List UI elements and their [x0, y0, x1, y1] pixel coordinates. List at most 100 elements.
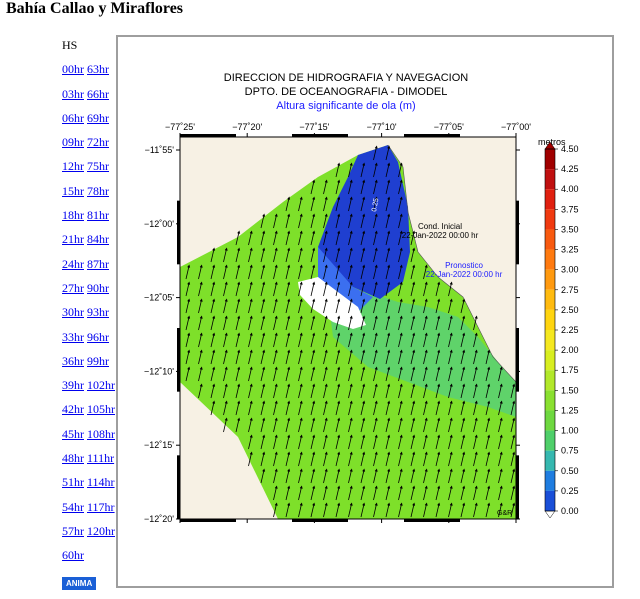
hour-link-93hr[interactable]: 93hr	[87, 305, 109, 320]
hour-link-69hr[interactable]: 69hr	[87, 110, 109, 125]
hour-link-66hr[interactable]: 66hr	[87, 86, 109, 101]
wave-arrow	[410, 349, 416, 365]
hour-link-54hr[interactable]: 54hr	[62, 499, 84, 514]
wave-arrow	[310, 451, 316, 467]
wave-arrow	[473, 417, 478, 433]
hour-link-108hr[interactable]: 108hr	[87, 426, 115, 441]
hour-link-114hr[interactable]: 114hr	[87, 475, 115, 490]
wave-arrow	[260, 349, 266, 365]
colorbar-segment	[545, 229, 555, 250]
hour-link-18hr[interactable]: 18hr	[62, 208, 84, 223]
hour-link-30hr[interactable]: 30hr	[62, 305, 84, 320]
hour-link-48hr[interactable]: 48hr	[62, 451, 84, 466]
wave-arrow	[460, 349, 466, 365]
wave-arrow	[398, 162, 403, 178]
wave-arrow	[448, 315, 453, 331]
wave-arrow	[398, 383, 403, 399]
wave-arrow	[260, 451, 266, 467]
wave-arrow	[285, 213, 291, 229]
hour-link-87hr[interactable]: 87hr	[87, 256, 109, 271]
wave-arrow	[223, 349, 228, 365]
wave-arrow	[485, 383, 491, 399]
hour-link-09hr[interactable]: 09hr	[62, 135, 84, 150]
wave-arrow	[410, 451, 416, 467]
wave-arrow	[335, 264, 341, 280]
wave-arrow	[510, 383, 516, 399]
colorbar-segment	[545, 350, 555, 371]
hour-link-84hr[interactable]: 84hr	[87, 232, 109, 247]
hour-link-12hr[interactable]: 12hr	[62, 159, 84, 174]
wave-arrow	[323, 366, 328, 382]
wave-arrow	[223, 383, 228, 399]
anima-button[interactable]: ANIMA	[62, 576, 97, 590]
hour-link-99hr[interactable]: 99hr	[87, 353, 109, 368]
hour-link-21hr[interactable]: 21hr	[62, 232, 84, 247]
hour-link-42hr[interactable]: 42hr	[62, 402, 84, 417]
wave-arrow	[448, 383, 453, 399]
hour-link-00hr[interactable]: 00hr	[62, 62, 84, 77]
wave-arrow	[248, 281, 253, 297]
wave-arrow	[285, 230, 291, 246]
wave-arrow	[310, 247, 316, 263]
wave-arrow	[473, 383, 478, 399]
wave-arrow	[460, 332, 466, 348]
nav-row: 00hr 63hr	[62, 62, 118, 86]
hour-link-39hr[interactable]: 39hr	[62, 378, 84, 393]
hour-link-81hr[interactable]: 81hr	[87, 208, 109, 223]
wave-arrow	[185, 332, 191, 348]
wave-arrow	[398, 230, 403, 246]
wave-arrow	[348, 502, 353, 518]
hour-link-78hr[interactable]: 78hr	[87, 183, 109, 198]
wave-arrow	[198, 315, 203, 331]
hour-link-51hr[interactable]: 51hr	[62, 475, 84, 490]
hour-link-102hr[interactable]: 102hr	[87, 378, 115, 393]
wave-arrow	[210, 400, 216, 416]
wave-arrow	[235, 230, 241, 246]
colorbar-tick-label: 2.75	[561, 285, 579, 295]
hour-link-111hr[interactable]: 111hr	[87, 451, 115, 466]
wave-arrow	[423, 315, 428, 331]
wave-arrow	[310, 349, 316, 365]
hour-link-33hr[interactable]: 33hr	[62, 329, 84, 344]
wave-arrow	[285, 485, 291, 501]
wave-arrow	[335, 366, 341, 382]
hour-link-57hr[interactable]: 57hr	[62, 523, 84, 538]
hour-link-117hr[interactable]: 117hr	[87, 499, 115, 514]
wave-arrow	[485, 417, 491, 433]
wave-arrow	[273, 315, 278, 331]
hour-link-06hr[interactable]: 06hr	[62, 110, 84, 125]
wave-arrow	[310, 366, 316, 382]
hour-link-105hr[interactable]: 105hr	[87, 402, 115, 417]
wave-arrow	[260, 213, 266, 229]
wave-arrow	[398, 468, 403, 484]
wave-arrow	[273, 349, 278, 365]
wave-arrow	[498, 400, 503, 416]
colorbar-tick-label: 4.00	[561, 184, 579, 194]
map-subtitle: DPTO. DE OCEANOGRAFIA - DIMODEL	[245, 86, 448, 98]
hour-link-24hr[interactable]: 24hr	[62, 256, 84, 271]
contour-label: 0.25	[371, 198, 380, 213]
hour-link-90hr[interactable]: 90hr	[87, 280, 109, 295]
colorbar-tick-label: 1.00	[561, 426, 579, 436]
hour-link-03hr[interactable]: 03hr	[62, 86, 84, 101]
hour-link-27hr[interactable]: 27hr	[62, 280, 84, 295]
hour-link-15hr[interactable]: 15hr	[62, 183, 84, 198]
wave-arrow	[398, 349, 403, 365]
wave-arrow	[285, 366, 291, 382]
wave-arrow	[273, 366, 278, 382]
lat-label: −12˚05'	[144, 293, 174, 303]
wave-arrow	[198, 332, 203, 348]
hour-link-96hr[interactable]: 96hr	[87, 329, 109, 344]
hour-link-60hr[interactable]: 60hr	[62, 548, 84, 563]
hour-link-45hr[interactable]: 45hr	[62, 426, 84, 441]
hour-link-75hr[interactable]: 75hr	[87, 159, 109, 174]
wave-arrow	[335, 179, 341, 195]
hour-link-120hr[interactable]: 120hr	[87, 523, 115, 538]
hour-link-36hr[interactable]: 36hr	[62, 353, 84, 368]
hour-link-63hr[interactable]: 63hr	[87, 62, 109, 77]
hour-link-72hr[interactable]: 72hr	[87, 135, 109, 150]
wave-arrow	[360, 366, 366, 382]
nav-row: 30hr 93hr	[62, 305, 118, 329]
wave-arrow	[360, 417, 366, 433]
wave-arrow	[423, 417, 428, 433]
